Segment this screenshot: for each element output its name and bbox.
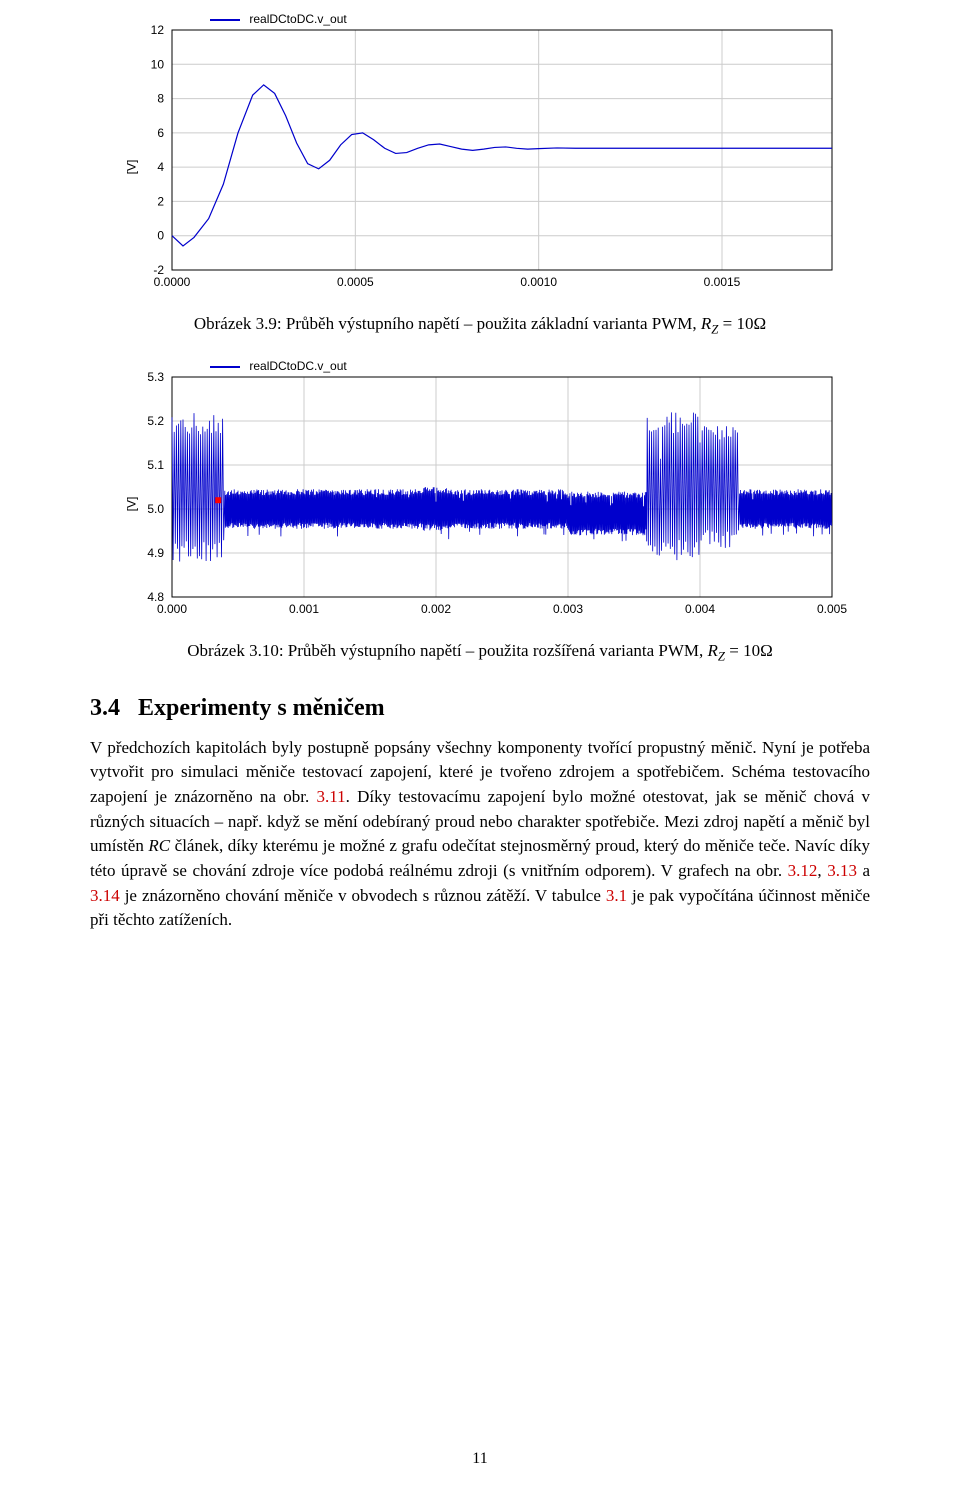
chart2-ylabel: [V] <box>124 497 138 512</box>
chart1: realDCtoDC.v_out [V] 0.00000.00050.00100… <box>110 20 850 300</box>
caption2-text: Obrázek 3.10: Průběh výstupního napětí –… <box>187 641 707 660</box>
para-d: , <box>817 861 827 880</box>
caption1-text: Obrázek 3.9: Průběh výstupního napětí – … <box>194 314 701 333</box>
cap2-sub: Z <box>718 650 725 664</box>
ref-3-14[interactable]: 3.14 <box>90 886 120 905</box>
ref-3-11[interactable]: 3.11 <box>316 787 345 806</box>
svg-text:10: 10 <box>151 57 165 71</box>
legend-line-icon <box>210 19 240 21</box>
cap1-var: R <box>701 314 711 333</box>
svg-text:5.0: 5.0 <box>147 502 164 516</box>
para-c: článek, díky kterému je možné z grafu od… <box>90 836 870 880</box>
svg-text:-2: -2 <box>153 263 164 277</box>
svg-text:0.000: 0.000 <box>157 602 187 616</box>
chart2-legend-text: realDCtoDC.v_out <box>249 359 346 373</box>
svg-text:0.002: 0.002 <box>421 602 451 616</box>
chart1-svg: 0.0000 0.0005 0.0010 0.0015 -2 0 2 4 6 8 10 12 <box>110 20 850 300</box>
section-heading: 3.4 Experimenty s měničem <box>90 695 870 722</box>
section-title: Experimenty s měničem <box>138 695 385 721</box>
svg-text:5.2: 5.2 <box>147 414 164 428</box>
caption-3-10: Obrázek 3.10: Průběh výstupního napětí –… <box>90 641 870 664</box>
svg-text:4.8: 4.8 <box>147 590 164 604</box>
svg-text:6: 6 <box>157 126 164 140</box>
svg-text:5.3: 5.3 <box>147 370 164 384</box>
cap2-eq: = 10Ω <box>725 641 773 660</box>
svg-text:0.0010: 0.0010 <box>520 275 557 289</box>
cap2-var: R <box>708 641 718 660</box>
chart2-svg: 0.000 0.001 0.002 0.003 0.004 0.005 4.8 4.9 5.0 5… <box>110 367 850 627</box>
legend-line-icon <box>210 366 240 368</box>
body-paragraph: V předchozích kapitolách byly postupně p… <box>90 736 870 933</box>
svg-text:5.1: 5.1 <box>147 458 164 472</box>
section-number: 3.4 <box>90 695 120 721</box>
chart1-ylabel: [V] <box>124 160 138 175</box>
svg-text:12: 12 <box>151 23 165 37</box>
chart2-legend: realDCtoDC.v_out <box>210 359 347 373</box>
svg-text:0.003: 0.003 <box>553 602 583 616</box>
svg-text:2: 2 <box>157 194 164 208</box>
rc-italic: RC <box>148 836 170 855</box>
chart1-legend-text: realDCtoDC.v_out <box>249 12 346 26</box>
page-number: 11 <box>0 1450 960 1468</box>
svg-text:4.9: 4.9 <box>147 546 164 560</box>
para-e: a <box>857 861 870 880</box>
cap1-eq: = 10Ω <box>718 314 766 333</box>
svg-text:0.001: 0.001 <box>289 602 319 616</box>
svg-text:0.0000: 0.0000 <box>154 275 191 289</box>
svg-text:0.0005: 0.0005 <box>337 275 374 289</box>
ref-3-1[interactable]: 3.1 <box>606 886 627 905</box>
para-f: je znázorněno chování měniče v obvodech … <box>120 886 606 905</box>
ref-3-12[interactable]: 3.12 <box>788 861 818 880</box>
page: realDCtoDC.v_out [V] 0.00000.00050.00100… <box>0 0 960 1490</box>
svg-text:0.0015: 0.0015 <box>704 275 741 289</box>
svg-text:8: 8 <box>157 92 164 106</box>
svg-text:0.004: 0.004 <box>685 602 715 616</box>
svg-text:4: 4 <box>157 160 164 174</box>
svg-text:0: 0 <box>157 229 164 243</box>
svg-text:0.005: 0.005 <box>817 602 847 616</box>
ref-3-13[interactable]: 3.13 <box>827 861 857 880</box>
chart1-legend: realDCtoDC.v_out <box>210 12 347 26</box>
chart2: realDCtoDC.v_out [V] 0.0000.0010.0020.00… <box>110 367 850 627</box>
caption-3-9: Obrázek 3.9: Průběh výstupního napětí – … <box>90 314 870 337</box>
